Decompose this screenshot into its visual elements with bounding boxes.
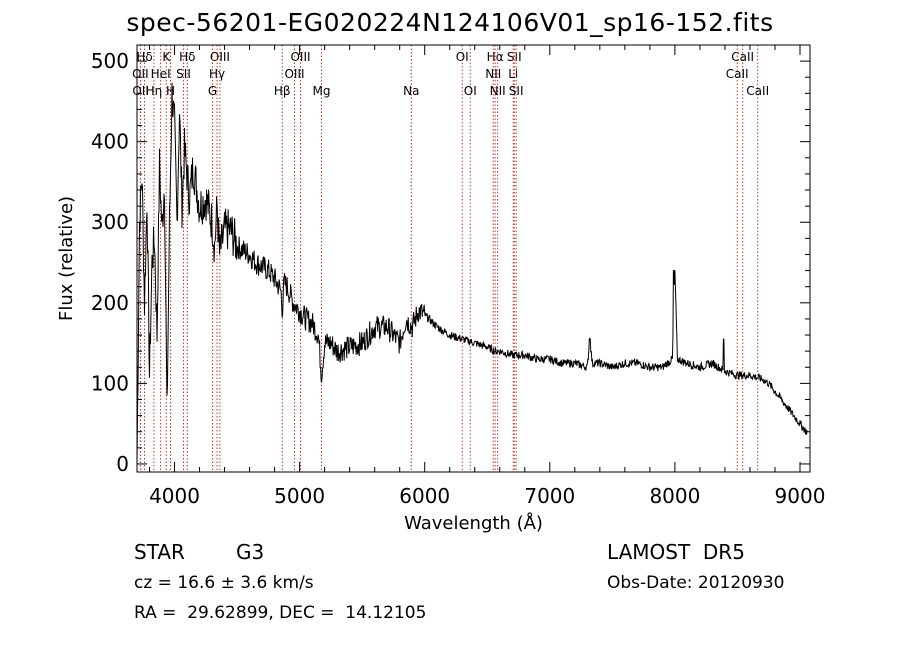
plot-frame [136, 44, 811, 473]
spectral-line-label: SII [176, 67, 191, 81]
coordinates: RA = 29.62899, DEC = 14.12105 [134, 603, 427, 623]
x-tick-label: 9000 [775, 484, 826, 508]
y-tick-label: 100 [91, 371, 129, 395]
spectral-line-label: Hδ [136, 50, 152, 64]
spectral-line-label: K [162, 50, 171, 64]
spectral-line-label: OI [464, 84, 477, 98]
x-tick-label: 4000 [149, 484, 200, 508]
y-tick-label: 200 [91, 291, 129, 315]
chart-title: spec-56201-EG020224N124106V01_sp16-152.f… [126, 8, 774, 37]
observation-date: Obs-Date: 20120930 [607, 573, 785, 593]
spectral-line-label: Li [508, 67, 518, 81]
spectral-line-label: CaII [731, 50, 754, 64]
spectral-line-label: G [208, 84, 217, 98]
spectral-line-label: CaII [746, 84, 769, 98]
y-tick-label: 0 [116, 452, 129, 476]
y-tick-label: 300 [91, 210, 129, 234]
spectral-line-label: Hβ [274, 84, 291, 98]
spectral-line-label: OIII [290, 50, 310, 64]
spectral-line-label: H [166, 84, 175, 98]
spectral-line-label: Hγ [209, 67, 225, 81]
spectral-line-label: SII [509, 84, 524, 98]
x-tick-label: 5000 [274, 484, 325, 508]
spectral-line-label: OII [132, 84, 149, 98]
spectral-line-label: Hα [487, 50, 504, 64]
x-tick-label: 6000 [399, 484, 450, 508]
spectral-line-label: SII [507, 50, 522, 64]
x-tick-label: 7000 [524, 484, 575, 508]
y-axis-label: Flux (relative) [56, 196, 77, 321]
x-tick-label: 8000 [649, 484, 700, 508]
x-axis-label: Wavelength (Å) [404, 512, 543, 534]
spectral-line-label: CaII [726, 67, 749, 81]
spectral-line-label: Hη [146, 84, 163, 98]
spectral-line-label: Mg [313, 84, 331, 98]
object-subclass: G3 [236, 540, 265, 564]
spectral-line-label: Hδ [179, 50, 195, 64]
spectral-line-label: Na [403, 84, 419, 98]
spectral-line-label: NII [485, 67, 501, 81]
spectral-line-label: OIII [284, 67, 304, 81]
survey-label: LAMOST DR5 [607, 540, 745, 564]
object-class: STAR [134, 540, 185, 564]
y-tick-label: 500 [91, 49, 129, 73]
spectrum-trace [136, 82, 808, 465]
spectral-line-label: NII [490, 84, 506, 98]
spectral-line-label: OIII [210, 50, 230, 64]
spectral-line-label: HeI [151, 67, 171, 81]
redshift-value: cz = 16.6 ± 3.6 km/s [134, 573, 314, 593]
y-tick-label: 400 [91, 130, 129, 154]
spectral-line-label: OI [456, 50, 469, 64]
